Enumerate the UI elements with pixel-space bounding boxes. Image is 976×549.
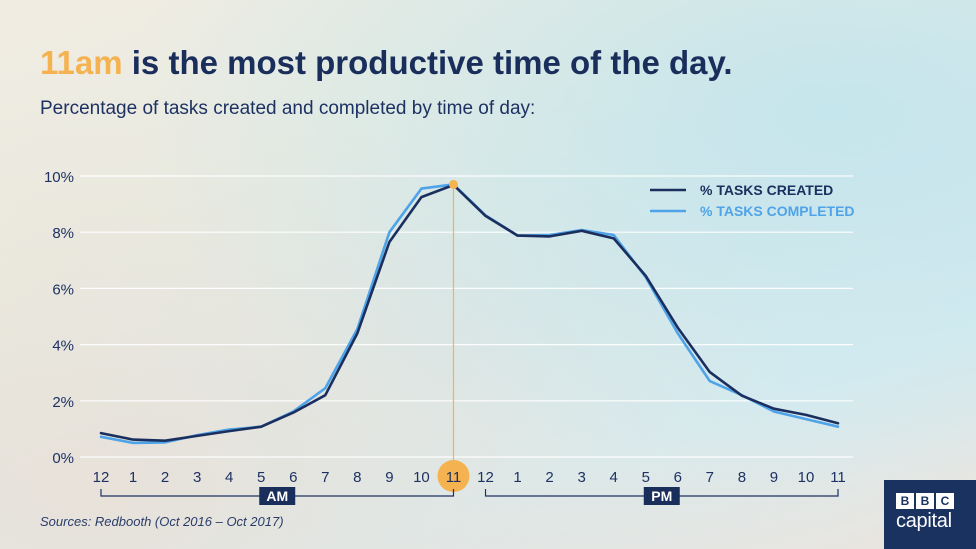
x-tick-label: 8: [353, 469, 361, 486]
group-label: PM: [651, 488, 672, 504]
y-tick-label: 2%: [52, 394, 74, 411]
logo-sub-text: capital: [896, 510, 952, 532]
series-line: [99, 183, 840, 443]
x-tick-label: 7: [321, 469, 329, 486]
y-tick-label: 10%: [44, 169, 74, 186]
x-tick-label: 7: [706, 469, 714, 486]
highlight-circle: [437, 460, 470, 492]
x-tick-label: 5: [642, 469, 650, 486]
x-tick-label: 2: [545, 469, 553, 486]
x-tick-label: 4: [225, 469, 233, 486]
logo-block: B: [896, 493, 914, 509]
title-highlight: 11am: [40, 44, 123, 81]
x-tick-label: 11: [446, 469, 462, 486]
series-line: [99, 183, 840, 445]
x-tick-label: 9: [770, 469, 778, 486]
x-tick-label: 4: [610, 469, 618, 486]
x-tick-label: 2: [161, 469, 169, 486]
x-tick-label: 1: [513, 469, 521, 486]
y-tick-label: 4%: [52, 338, 74, 355]
chart-subtitle: Percentage of tasks created and complete…: [40, 98, 536, 119]
group-label-box: [643, 487, 680, 505]
y-tick-label: 8%: [52, 225, 74, 242]
legend-label: % TASKS CREATED: [700, 182, 833, 198]
source-note: Sources: Redbooth (Oct 2016 – Oct 2017): [40, 514, 284, 529]
x-tick-label: 12: [477, 469, 494, 486]
x-tick-label: 10: [798, 469, 815, 486]
x-tick-label: 5: [257, 469, 265, 486]
legend-label: % TASKS COMPLETED: [700, 203, 855, 219]
x-tick-label: 10: [413, 469, 430, 486]
x-tick-label: 11: [830, 469, 846, 486]
logo-block: C: [936, 493, 954, 509]
group-label: AM: [266, 488, 288, 504]
y-tick-label: 0%: [52, 450, 74, 467]
x-tick-label: 6: [674, 469, 682, 486]
x-tick-label: 1: [129, 469, 137, 486]
group-label-box: [259, 487, 296, 505]
x-tick-label: 12: [93, 469, 110, 486]
peak-marker: [448, 179, 458, 189]
bbc-capital-logo: B B C capital: [884, 480, 976, 549]
x-tick-label: 3: [577, 469, 585, 486]
title-text: is the most productive time of the day.: [122, 44, 733, 81]
x-tick-label: 6: [289, 469, 297, 486]
y-tick-label: 6%: [52, 281, 74, 298]
page-title: 11am is the most productive time of the …: [40, 44, 733, 82]
x-tick-label: 9: [385, 469, 393, 486]
x-tick-label: 3: [193, 469, 201, 486]
logo-block: B: [916, 493, 934, 509]
x-tick-label: 8: [738, 469, 746, 486]
